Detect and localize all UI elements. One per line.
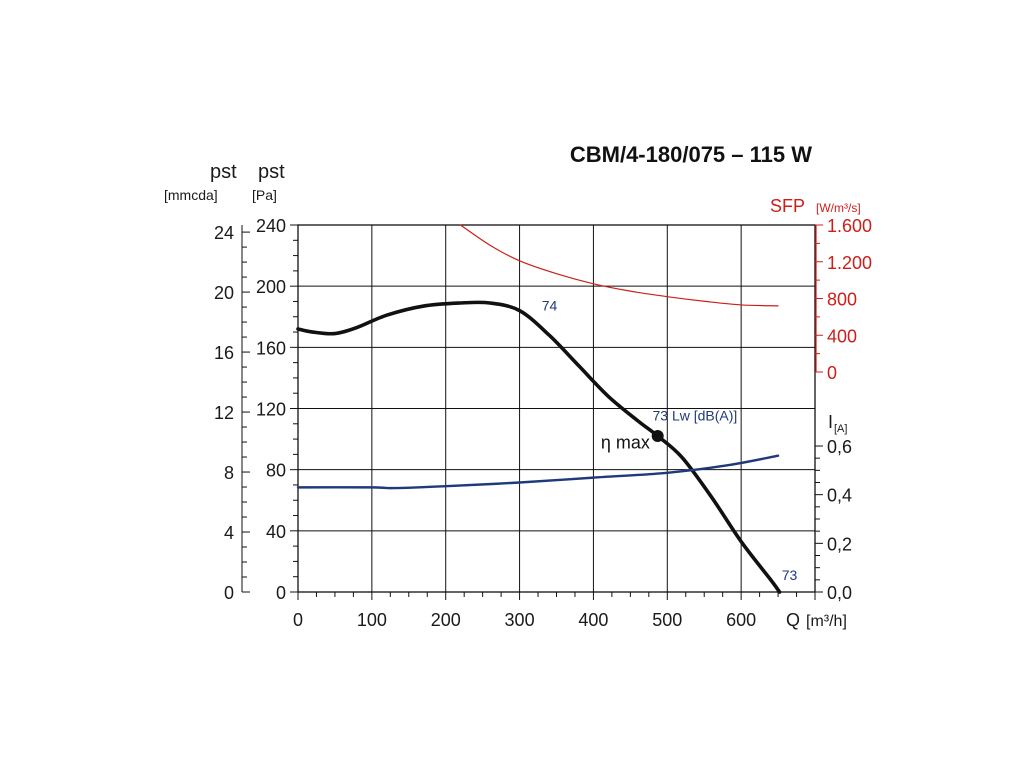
series-line-SFP: [459, 224, 779, 307]
y-mmcda-tick-label: 20: [214, 283, 234, 303]
sfp-axis-unit: [W/m³/s]: [816, 201, 861, 215]
y-mmcda-tick-label: 8: [224, 463, 234, 483]
y-mmcda-tick-label: 24: [214, 223, 234, 243]
noise-level-label: 73: [782, 567, 798, 583]
current-axis-unit: [A]: [834, 423, 847, 435]
chart-title: CBM/4-180/075 – 115 W: [570, 142, 812, 167]
x-axis-unit: [m³/h]: [806, 613, 847, 630]
x-tick-label: 100: [357, 610, 387, 630]
x-tick-label: 0: [293, 610, 303, 630]
y-pa-tick-label: 160: [256, 338, 286, 358]
y-mmcda-tick-label: 16: [214, 343, 234, 363]
y-axis-mmcda-unit: [mmcda]: [164, 187, 218, 203]
y-pa-tick-label: 200: [256, 277, 286, 297]
x-tick-label: 300: [505, 610, 535, 630]
y-pa-tick-label: 40: [266, 522, 286, 542]
y-mmcda-tick-label: 0: [224, 583, 234, 603]
sfp-tick-label: 1.600: [827, 216, 872, 236]
y-pa-tick-label: 120: [256, 400, 286, 420]
x-tick-label: 600: [726, 610, 756, 630]
y-axis-pa-label: pst: [258, 161, 285, 183]
axes-layer: 0 100 200 300 400 500 600040801201602002400481…: [214, 216, 872, 630]
annotation-layer: 74 73 Lw [dB(A)] 73 η max: [542, 298, 798, 583]
eta-max-label: η max: [601, 432, 650, 452]
sfp-axis-label: SFP: [770, 196, 805, 216]
y-pa-tick-label: 0: [276, 583, 286, 603]
y-mmcda-tick-label: 4: [224, 523, 234, 543]
y-axis-pa-unit: [Pa]: [252, 187, 277, 203]
x-axis-label: Q: [786, 610, 800, 630]
y-pa-tick-label: 80: [266, 461, 286, 481]
x-tick-label: 200: [431, 610, 461, 630]
series-layer: [296, 224, 782, 594]
current-tick-label: 0,6: [827, 437, 852, 457]
sfp-tick-label: 400: [827, 326, 857, 346]
noise-level-label: 74: [542, 298, 558, 314]
y-pa-tick-label: 240: [256, 216, 286, 236]
y-mmcda-tick-label: 12: [214, 403, 234, 423]
current-axis-label: I: [828, 412, 833, 432]
noise-level-label: 73 Lw [dB(A)]: [653, 408, 738, 424]
current-tick-label: 0,4: [827, 486, 852, 506]
x-tick-label: 500: [652, 610, 682, 630]
current-tick-label: 0,0: [827, 583, 852, 603]
eta-max-point: [651, 430, 664, 443]
sfp-tick-label: 1.200: [827, 253, 872, 273]
sfp-tick-label: 0: [827, 363, 837, 383]
sfp-tick-label: 800: [827, 290, 857, 310]
x-tick-label: 400: [578, 610, 608, 630]
series-line-pressure: [296, 300, 782, 594]
y-axis-mmcda-label: pst: [210, 161, 237, 183]
current-tick-label: 0,2: [827, 534, 852, 554]
series-line-current: [296, 454, 780, 490]
